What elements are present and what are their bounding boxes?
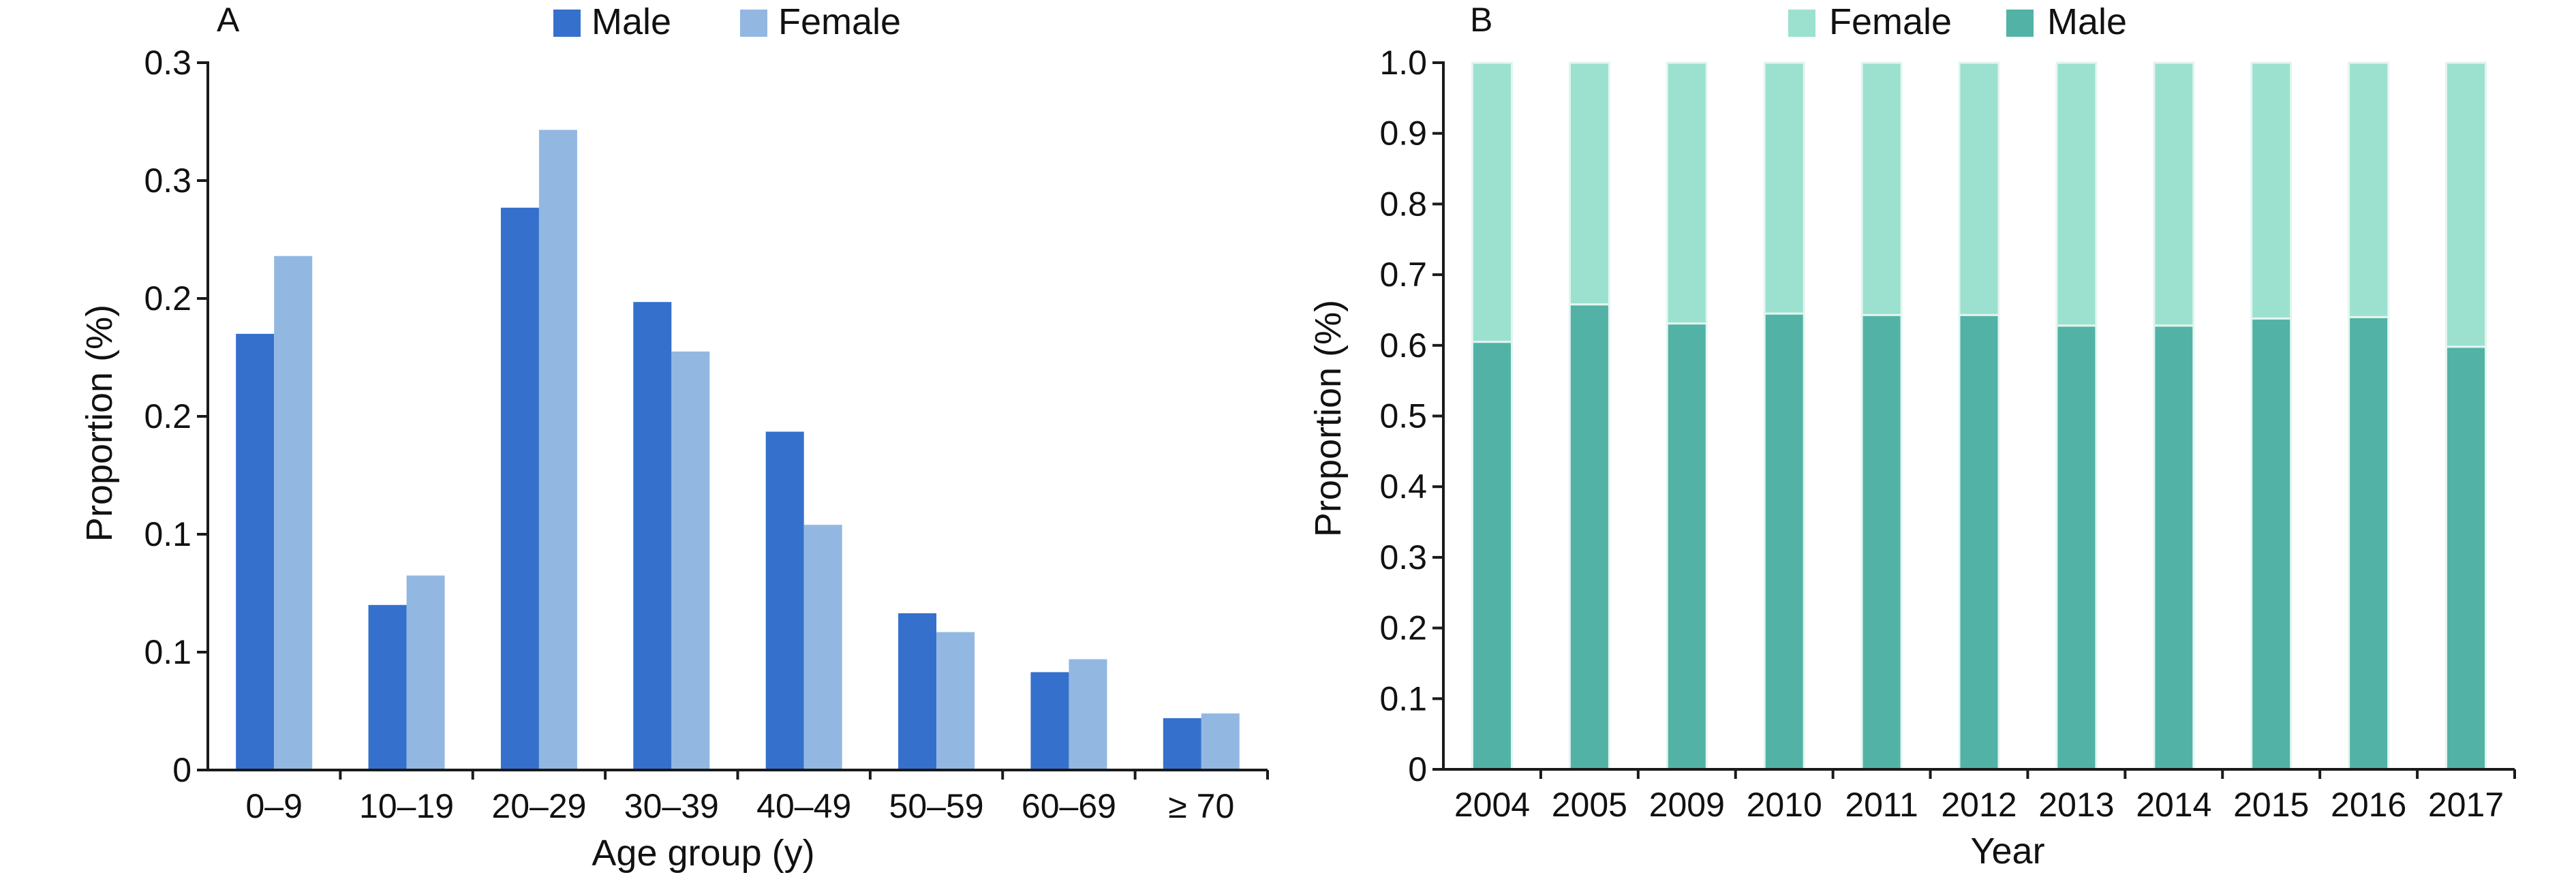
bar-male-60-69: [1030, 672, 1069, 770]
bar-male-10-19: [368, 604, 407, 770]
bar-female-50-59: [936, 632, 975, 770]
y-tick-label: 0.3: [144, 161, 191, 200]
bar-female-2016: [2348, 61, 2390, 318]
y-tick-label: 0.2: [1379, 609, 1427, 647]
legend-female-label: Female: [1829, 1, 1952, 42]
bar-male-20-29: [500, 207, 539, 770]
legend-male-swatch: [553, 10, 581, 37]
x-tick-label: 60–69: [1022, 787, 1116, 825]
bar-male-50-59: [898, 613, 937, 770]
bar-female-40-49: [803, 525, 842, 770]
panel-b-label: B: [1470, 1, 1492, 39]
bar-male-2016: [2348, 316, 2390, 771]
bar-male-2009: [1666, 322, 1708, 771]
y-tick-label: 0: [1408, 750, 1427, 788]
x-tick-label: 20–29: [491, 787, 586, 825]
panel-b-chart: B Female Male 2004 2005 2009 2010 2011 2012 20…: [1308, 1, 2516, 872]
bar-male-2004: [1471, 341, 1513, 771]
y-tick-label: 0.1: [144, 633, 191, 671]
y-tick-label: 0.1: [1379, 679, 1427, 718]
panel-a-y-axis-title: Proportion (%): [79, 305, 120, 542]
bar-female-0-9: [274, 256, 313, 771]
bar-female-10-19: [406, 575, 445, 770]
x-tick-label: 2012: [1941, 786, 2017, 824]
bar-male-2005: [1568, 303, 1610, 771]
y-tick-label: 0.8: [1379, 185, 1427, 223]
bar-male-40-49: [765, 431, 804, 770]
bar-male-2010: [1763, 312, 1805, 771]
x-tick-label: 2004: [1454, 786, 1530, 824]
x-tick-label: 2015: [2233, 786, 2309, 824]
legend-female-swatch: [740, 10, 767, 37]
panel-b-y-axis-title: Proportion (%): [1308, 300, 1349, 537]
bar-female-2015: [2250, 61, 2293, 320]
bar-female-2005: [1568, 61, 1610, 306]
legend-male-label: Male: [592, 1, 671, 42]
y-tick-label: 0.9: [1379, 114, 1427, 153]
bar-female-2017: [2445, 61, 2487, 348]
bar-male-2011: [1860, 313, 1903, 771]
y-tick-label: 0.3: [1379, 538, 1427, 576]
y-tick-label: 0.1: [144, 515, 191, 553]
bar-female-2009: [1666, 61, 1708, 325]
bar-female-2011: [1860, 61, 1903, 316]
bar-female-2013: [2055, 61, 2098, 327]
x-tick-label: 2013: [2038, 786, 2114, 824]
bar-male-2013: [2055, 324, 2098, 771]
panel-b-bars: [1471, 61, 2487, 771]
panel-a-axes: 0–9 10–19 20–29 30–39 40–49 50–59 60–69 ≥ 70 0 0.…: [144, 44, 1269, 825]
y-tick-label: 0.5: [1379, 397, 1427, 435]
x-tick-label: 0–9: [245, 787, 302, 825]
x-tick-label: 2010: [1747, 786, 1822, 824]
panel-b-x-axis-title: Year: [1970, 831, 2044, 872]
x-tick-label: 2009: [1649, 786, 1725, 824]
panel-a-label: A: [217, 1, 240, 39]
bar-female-70: [1201, 713, 1240, 770]
bar-female-30-39: [671, 351, 710, 770]
panel-a-chart: A Male Female 0–9 10–19 20–29 30–39 40–49 50–…: [79, 1, 1269, 874]
bar-male-2014: [2153, 324, 2195, 771]
panel-b-axes: 2004 2005 2009 2010 2011 2012 2013 2014 2015 2016…: [1379, 44, 2516, 824]
bar-female-60-69: [1069, 659, 1107, 770]
x-tick-label: 2016: [2331, 786, 2406, 824]
bar-male-2012: [1958, 313, 2000, 771]
legend-male-swatch: [2006, 10, 2034, 37]
bar-female-2004: [1471, 61, 1513, 343]
y-tick-label: 1.0: [1379, 44, 1427, 82]
y-tick-label: 0.4: [1379, 467, 1427, 506]
bar-male-2015: [2250, 317, 2293, 771]
panel-b-legend: Female Male: [1788, 1, 2127, 42]
x-tick-label: ≥ 70: [1168, 787, 1234, 825]
panel-a-x-axis-title: Age group (y): [592, 833, 814, 874]
bar-female-2014: [2153, 61, 2195, 327]
y-tick-label: 0.2: [144, 397, 191, 435]
x-tick-label: 30–39: [624, 787, 719, 825]
x-tick-label: 2017: [2428, 786, 2504, 824]
bar-female-20-29: [538, 129, 577, 771]
y-tick-label: 0.2: [144, 279, 191, 318]
x-tick-label: 2014: [2136, 786, 2211, 824]
legend-female-label: Female: [778, 1, 901, 42]
bar-male-70: [1163, 718, 1201, 770]
x-tick-label: 40–49: [756, 787, 851, 825]
y-tick-label: 0.6: [1379, 326, 1427, 365]
y-tick-label: 0.7: [1379, 256, 1427, 294]
x-tick-label: 2011: [1845, 786, 1918, 824]
legend-female-swatch: [1788, 10, 1815, 37]
x-tick-label: 50–59: [889, 787, 984, 825]
legend-male-label: Male: [2047, 1, 2127, 42]
panel-a-legend: Male Female: [553, 1, 901, 42]
x-tick-label: 2005: [1552, 786, 1627, 824]
x-tick-label: 10–19: [359, 787, 454, 825]
y-tick-label: 0: [172, 751, 191, 789]
bar-male-0-9: [236, 333, 275, 770]
bar-female-2012: [1958, 61, 2000, 316]
panel-a-bars: [236, 129, 1240, 771]
bar-male-30-39: [633, 302, 672, 770]
y-tick-label: 0.3: [144, 44, 191, 82]
bar-female-2010: [1763, 61, 1805, 315]
bar-male-2017: [2445, 345, 2487, 771]
